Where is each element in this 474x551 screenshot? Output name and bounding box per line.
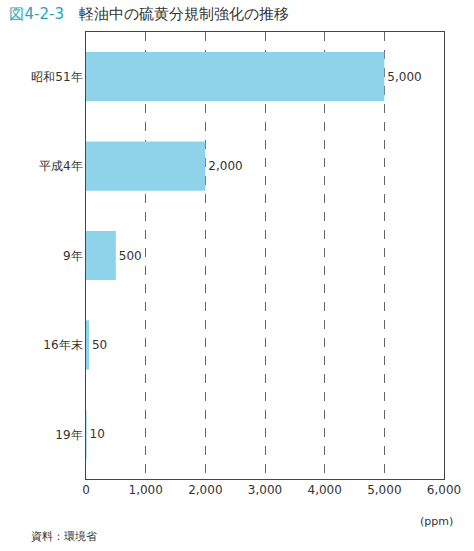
svg-text:2,000: 2,000 xyxy=(208,159,242,173)
svg-text:16年末: 16年末 xyxy=(43,338,82,352)
svg-text:1,000: 1,000 xyxy=(128,483,162,497)
svg-text:5,000: 5,000 xyxy=(387,70,421,84)
svg-text:500: 500 xyxy=(119,249,142,263)
svg-text:(ppm): (ppm) xyxy=(420,515,453,528)
svg-text:4,000: 4,000 xyxy=(307,483,341,497)
svg-text:昭和51年: 昭和51年 xyxy=(31,70,82,84)
svg-text:平成4年: 平成4年 xyxy=(39,159,83,173)
svg-text:3,000: 3,000 xyxy=(248,483,282,497)
svg-text:図4-2-3 軽油中の硫黄分規制強化の推移: 図4-2-3 軽油中の硫黄分規制強化の推移 xyxy=(9,5,288,23)
svg-text:0: 0 xyxy=(82,483,90,497)
svg-text:資料：環境省: 資料：環境省 xyxy=(31,530,97,543)
svg-text:10: 10 xyxy=(90,427,105,441)
svg-text:19年: 19年 xyxy=(55,428,82,442)
svg-text:50: 50 xyxy=(92,338,107,352)
svg-text:2,000: 2,000 xyxy=(188,483,222,497)
svg-text:5,000: 5,000 xyxy=(367,483,401,497)
svg-text:9年: 9年 xyxy=(63,249,83,263)
svg-text:6,000: 6,000 xyxy=(427,483,461,497)
